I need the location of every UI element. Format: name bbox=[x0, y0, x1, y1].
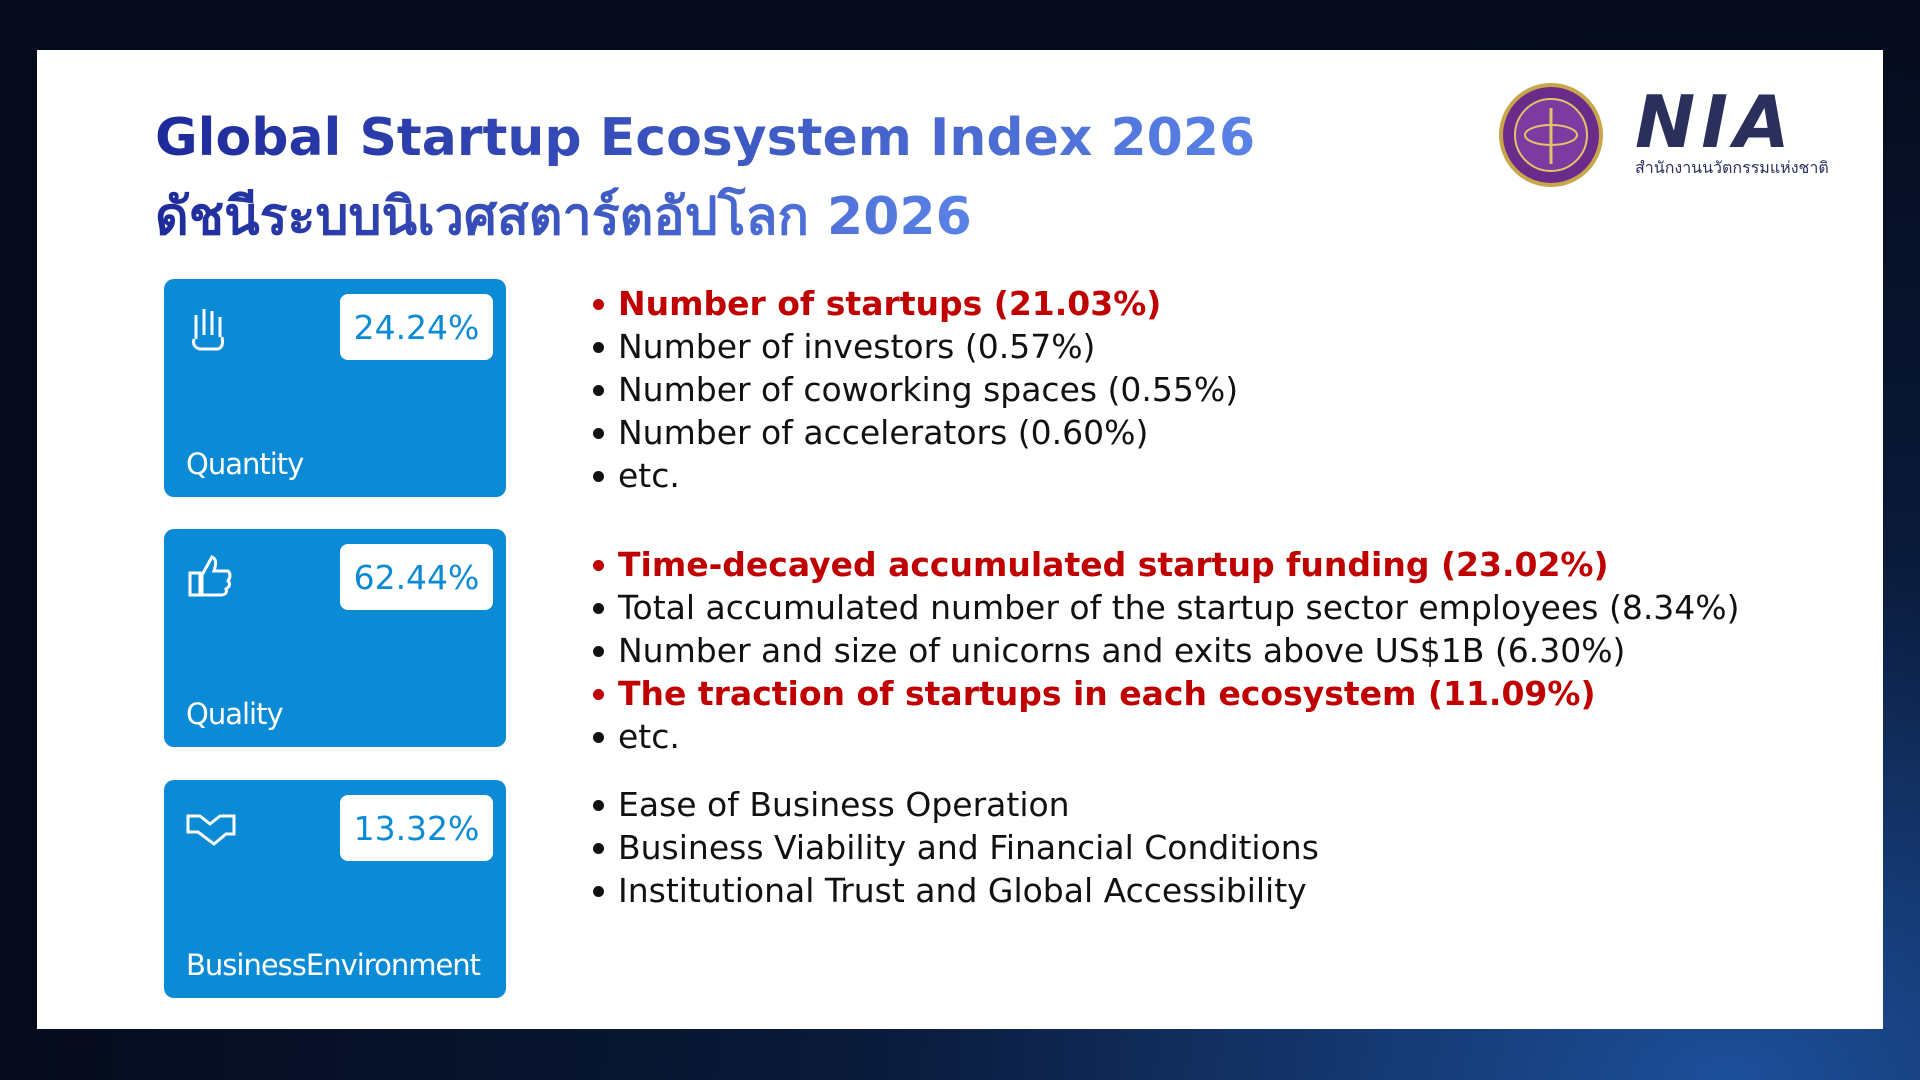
icon bbox=[192, 309, 224, 351]
bullet-text: The traction of startups in each ecosyst… bbox=[618, 674, 1596, 713]
logo-org: สำนักงานนวัตกรรมแห่งชาติ bbox=[1635, 158, 1829, 177]
percent: 62.44% bbox=[340, 544, 493, 610]
seal bbox=[1499, 83, 1603, 187]
bullet-text: Number of investors (0.57%) bbox=[618, 327, 1096, 366]
bullet-text: Total accumulated number of the startup … bbox=[618, 588, 1740, 627]
bullet-item: Number of investors (0.57%) bbox=[593, 325, 1095, 368]
bullet-text: Number and size of unicorns and exits ab… bbox=[618, 631, 1626, 670]
bullet-item: Total accumulated number of the startup … bbox=[593, 586, 1740, 629]
bullet-item: Number of accelerators (0.60%) bbox=[593, 411, 1148, 454]
category-card: 62.44% Quality bbox=[164, 529, 506, 747]
bullet-item: Time-decayed accumulated startup funding… bbox=[593, 543, 1609, 586]
icon bbox=[186, 814, 236, 846]
category-card: 24.24% Quantity bbox=[164, 279, 506, 497]
bullet-text: Number of startups (21.03%) bbox=[618, 284, 1162, 323]
bullet-item: Number of coworking spaces (0.55%) bbox=[593, 368, 1238, 411]
bullet-item: Business Viability and Financial Conditi… bbox=[593, 826, 1319, 869]
bullet-text: Number of coworking spaces (0.55%) bbox=[618, 370, 1239, 409]
bullet-text: Ease of Business Operation bbox=[618, 785, 1070, 824]
title: Global Startup Ecosystem Index 2026 bbox=[155, 108, 1256, 168]
bullet-text: Number of accelerators (0.60%) bbox=[618, 413, 1149, 452]
bullet-item: Institutional Trust and Global Accessibi… bbox=[593, 869, 1307, 912]
percent: 24.24% bbox=[340, 294, 493, 360]
bullet-item: Number and size of unicorns and exits ab… bbox=[593, 629, 1625, 672]
logo-name: NIA bbox=[1635, 80, 1796, 164]
icon bbox=[188, 555, 232, 597]
category-label: BusinessEnvironment bbox=[186, 948, 481, 982]
bullet-item: etc. bbox=[593, 715, 680, 758]
bullet-item: The traction of startups in each ecosyst… bbox=[593, 672, 1596, 715]
bullet-text: Institutional Trust and Global Accessibi… bbox=[618, 871, 1307, 910]
bullet-text: etc. bbox=[618, 717, 680, 756]
bullet-text: etc. bbox=[618, 456, 680, 495]
bullet-item: etc. bbox=[593, 454, 680, 497]
bullet-text: Business Viability and Financial Conditi… bbox=[618, 828, 1319, 867]
category-card: 13.32% BusinessEnvironment bbox=[164, 780, 506, 998]
bullet-text: Time-decayed accumulated startup funding… bbox=[618, 545, 1609, 584]
bullet-item: Ease of Business Operation bbox=[593, 783, 1070, 826]
category-label: Quality bbox=[186, 697, 284, 731]
subtitle: ดัชนีระบบนิเวศสตาร์ตอัปโลก 2026 bbox=[155, 174, 972, 257]
category-label: Quantity bbox=[186, 447, 304, 481]
bullet-item: Number of startups (21.03%) bbox=[593, 282, 1161, 325]
percent: 13.32% bbox=[340, 795, 493, 861]
